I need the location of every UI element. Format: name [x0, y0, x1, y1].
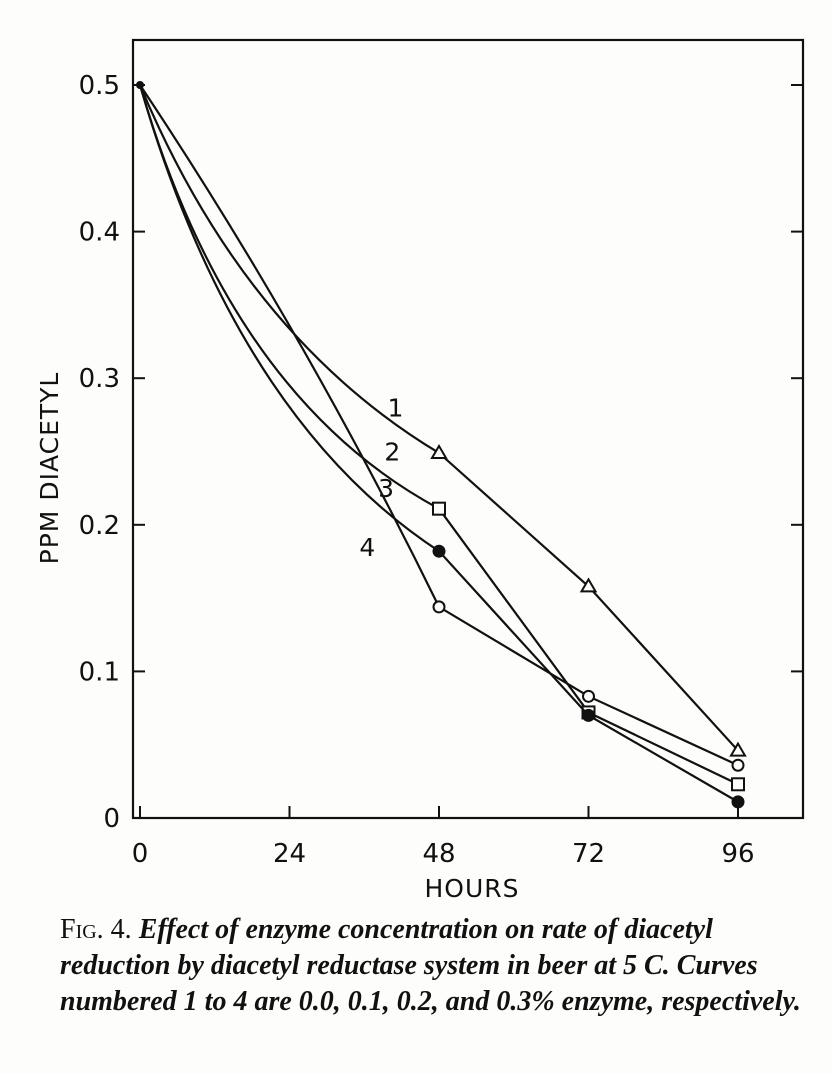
x-tick-label: 72	[572, 839, 605, 869]
x-tick-label: 0	[132, 839, 149, 869]
marker-series-4	[432, 600, 446, 614]
y-tick-label: 0	[103, 804, 120, 834]
y-tick-label: 0.1	[79, 657, 120, 687]
x-axis-label: HOURS	[424, 874, 519, 903]
marker-series-2	[432, 501, 446, 516]
series-line-4	[139, 84, 739, 767]
figure-number: Fig. 4.	[60, 914, 132, 945]
caption-text: Effect of enzyme concentration on rate o…	[60, 914, 801, 1017]
y-tick-label: 0.2	[79, 511, 120, 541]
curve-label-4: 4	[359, 533, 375, 562]
y-axis-label: PPM DIACETYL	[35, 372, 64, 565]
y-tick-label: 0.5	[79, 71, 120, 101]
curve-label-2: 2	[384, 438, 400, 467]
y-tick-label: 0.4	[79, 218, 120, 248]
marker-series-1	[579, 577, 598, 593]
x-tick-label: 48	[422, 839, 455, 869]
figure-caption: Fig. 4. Effect of enzyme concentration o…	[60, 912, 808, 1020]
curve-label-1: 1	[387, 394, 403, 423]
marker-series-3	[582, 708, 595, 722]
curve-label-3: 3	[378, 474, 394, 503]
series-line-2	[138, 84, 739, 786]
y-tick-label: 0.3	[79, 364, 120, 394]
x-tick-label: 96	[721, 839, 754, 869]
marker-series-4	[731, 758, 745, 772]
series-line-1	[138, 84, 739, 752]
series-line-3	[138, 84, 739, 803]
marker-series-1	[729, 741, 747, 757]
marker-series-4	[582, 689, 595, 703]
plot-frame	[131, 38, 805, 820]
origin-point	[136, 81, 144, 89]
marker-series-2	[731, 777, 745, 792]
marker-series-3	[432, 544, 446, 558]
marker-series-1	[430, 443, 448, 459]
marker-series-3	[731, 795, 745, 809]
x-tick-label: 24	[273, 839, 306, 869]
